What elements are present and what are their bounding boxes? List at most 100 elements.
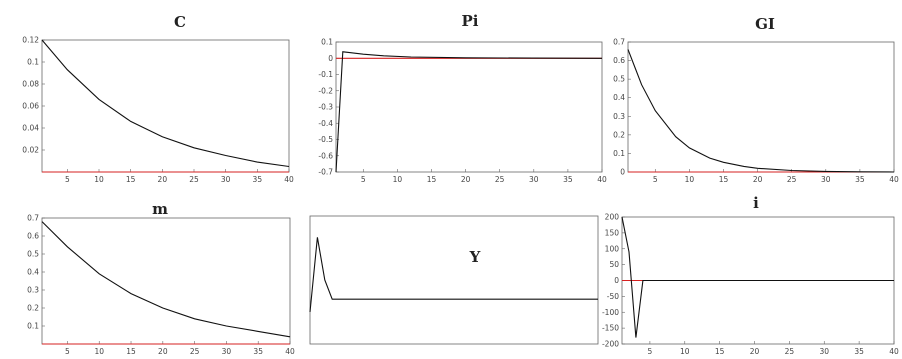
panel-y: Y [309, 215, 599, 345]
y-tick-label: 0.5 [27, 250, 39, 259]
series-line-2 [41, 221, 291, 338]
panel-title: i [753, 194, 759, 212]
y-tick-label: -0.6 [318, 151, 333, 160]
x-tick-label: 5 [65, 347, 70, 356]
y-tick-label: -200 [602, 340, 619, 349]
y-tick-label: 0.12 [22, 36, 39, 45]
x-tick-label: 25 [190, 347, 200, 356]
plot-frame [41, 217, 291, 345]
y-tick-label: 0.02 [22, 146, 39, 155]
y-tick-label: 0.1 [27, 322, 39, 331]
panel-title: m [152, 200, 168, 218]
x-tick-label: 20 [158, 175, 168, 184]
y-tick-label: 0.6 [27, 232, 39, 241]
y-tick-label: -100 [602, 308, 619, 317]
y-tick-label: 0.5 [613, 75, 625, 84]
y-tick-label: -0.4 [318, 119, 333, 128]
x-tick-label: 15 [126, 175, 136, 184]
y-tick-label: 0 [620, 168, 625, 177]
y-tick-label: 0.1 [613, 149, 625, 158]
y-tick-label: 0.04 [22, 124, 39, 133]
y-tick-label: -0.1 [318, 70, 333, 79]
y-tick-label: -150 [602, 324, 619, 333]
x-tick-label: 15 [719, 175, 729, 184]
y-tick-label: 100 [605, 244, 620, 253]
x-tick-label: 20 [461, 175, 471, 184]
x-tick-label: 35 [253, 175, 263, 184]
x-tick-label: 10 [393, 175, 403, 184]
x-tick-label: 35 [854, 347, 864, 356]
plot-frame [335, 41, 603, 173]
x-tick-label: 15 [427, 175, 437, 184]
x-tick-label: 40 [285, 347, 295, 356]
x-tick-label: 10 [685, 175, 695, 184]
y-tick-label: 0.3 [27, 286, 39, 295]
x-tick-label: 25 [189, 175, 199, 184]
x-tick-label: 25 [787, 175, 797, 184]
y-tick-label: 0.06 [22, 102, 39, 111]
plot-frame [627, 41, 895, 173]
x-tick-label: 35 [855, 175, 865, 184]
y-tick-label: -0.2 [318, 86, 333, 95]
x-tick-label: 10 [680, 347, 690, 356]
x-tick-label: 40 [284, 175, 294, 184]
y-tick-label: 0.1 [27, 58, 39, 67]
x-tick-label: 35 [563, 175, 573, 184]
x-tick-label: 20 [158, 347, 168, 356]
y-tick-label: 0.4 [613, 93, 625, 102]
x-tick-label: 30 [221, 175, 231, 184]
y-tick-label: 0 [614, 276, 619, 285]
x-tick-label: 10 [94, 175, 104, 184]
x-tick-label: 35 [253, 347, 263, 356]
panel-m: m 5 10 15 20 25 30 35 40 0.1 0.2 0.3 0.4 0.5 0.6 0.7 [27, 200, 295, 356]
x-tick-label: 25 [495, 175, 505, 184]
panel-i: i 5 10 15 20 25 30 35 40 200 150 100 50 0 -50 -100 -150 -… [602, 194, 899, 356]
y-tick-label: 150 [605, 228, 620, 237]
panel-title: Pi [462, 12, 479, 30]
x-tick-label: 5 [648, 347, 653, 356]
series-line-1 [309, 237, 598, 313]
panel-pi: Pi 5 10 15 20 25 30 35 40 0.1 0 -0.1 -0.2 -0.3 -0.4 -0.… [318, 12, 607, 184]
x-tick-label: 25 [785, 347, 795, 356]
y-tick-label: -50 [607, 292, 619, 301]
panel-title: C [174, 13, 186, 31]
series-line-2 [335, 51, 603, 173]
y-tick-label: 200 [605, 213, 620, 222]
x-tick-label: 20 [750, 347, 760, 356]
x-tick-label: 5 [361, 175, 366, 184]
x-tick-label: 30 [821, 175, 831, 184]
y-tick-label: 0.1 [321, 38, 333, 47]
panel-title: Y [469, 248, 481, 266]
plot-frame [309, 215, 599, 345]
y-tick-label: 0.08 [22, 80, 39, 89]
y-tick-label: -0.3 [318, 103, 333, 112]
x-tick-label: 5 [65, 175, 70, 184]
y-tick-label: 50 [609, 260, 619, 269]
x-tick-label: 40 [889, 347, 899, 356]
x-tick-label: 30 [222, 347, 232, 356]
y-tick-label: 0.7 [27, 214, 39, 223]
x-tick-label: 10 [94, 347, 104, 356]
x-tick-label: 20 [753, 175, 763, 184]
plot-frame [41, 39, 290, 173]
y-tick-label: 0.3 [613, 112, 625, 121]
x-tick-label: 30 [529, 175, 539, 184]
x-tick-label: 40 [597, 175, 607, 184]
panel-title: GI [755, 15, 775, 33]
panel-gi: GI 5 10 15 20 25 30 35 40 0 0.1 0.2 0.3 0.4 0.5 0.6 0.7 [613, 15, 899, 184]
series-line-2 [621, 216, 894, 338]
y-tick-label: 0.4 [27, 268, 39, 277]
panel-c: C 5 10 15 20 25 30 35 40 0.02 0.04 0.06 0.08 0.1 0.12 [22, 13, 294, 184]
y-tick-label: 0.6 [613, 56, 625, 65]
x-tick-label: 15 [715, 347, 725, 356]
x-tick-label: 30 [819, 347, 829, 356]
y-tick-label: -0.7 [318, 168, 333, 177]
x-tick-label: 40 [889, 175, 899, 184]
y-tick-label: 0 [328, 54, 333, 63]
y-tick-label: 0.2 [613, 130, 625, 139]
series-line-2 [41, 39, 290, 168]
y-tick-label: -0.5 [318, 135, 333, 144]
x-tick-label: 15 [126, 347, 136, 356]
series-line-2 [627, 49, 895, 173]
